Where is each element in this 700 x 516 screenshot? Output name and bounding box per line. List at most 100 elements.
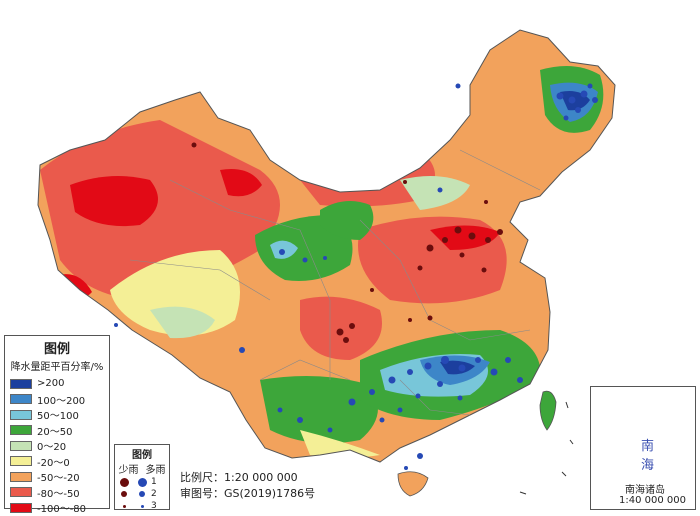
more-rain-dot [139, 491, 145, 497]
legend-title: 图例 [43, 342, 70, 357]
station-wet-dot [490, 368, 498, 376]
map-scale-info: 比例尺：1:20 000 000 审图号：GS(2019)1786号 [180, 470, 315, 502]
legend-label: 50～100 [37, 411, 79, 423]
station-wet-dot [114, 323, 118, 327]
boundary-line [129, 259, 271, 301]
station-wet-dot [369, 389, 375, 395]
station-dry-dot [417, 265, 423, 271]
station-wet-dot [424, 362, 432, 370]
boundary-line [429, 319, 531, 341]
station-legend-header: 少雨 多雨 [115, 461, 169, 476]
station-wet-dot [297, 417, 303, 423]
stations-less-rain [191, 142, 503, 343]
legend-label: -20～0 [37, 457, 70, 469]
zone-extreme-wet-south [440, 360, 475, 375]
station-wet-dot [457, 395, 463, 401]
station-legend-title: 图例 [132, 450, 152, 461]
taiwan-island [539, 390, 557, 431]
legend-swatch [10, 440, 32, 451]
zone-dry-sichuan [300, 296, 382, 360]
station-wet-dot [302, 257, 308, 263]
legend-row: -20～0 [5, 454, 109, 470]
station-wet-dot [404, 466, 408, 470]
legend-row: 0～20 [5, 438, 109, 454]
boundary-line [299, 229, 331, 380]
boundary-dash [561, 471, 567, 477]
zone-normal-south-china [300, 430, 380, 458]
station-wet-dot [556, 92, 564, 100]
station-wet-dot [277, 407, 283, 413]
station-wet-dot [239, 347, 245, 353]
station-wet-dot [327, 427, 333, 433]
boundary-line [399, 379, 471, 416]
station-wet-dot [458, 364, 466, 372]
more-rain-cell [133, 477, 151, 487]
station-wet-dot [279, 249, 285, 255]
boundary-line [359, 219, 431, 321]
zone-wet-gansu [320, 201, 374, 240]
less-rain-dot [119, 477, 129, 487]
station-dry-dot [403, 180, 407, 184]
station-dry-dot [370, 288, 374, 292]
boundary-dash [519, 491, 527, 495]
zone-light-tibet [150, 306, 215, 339]
stations-more-rain [114, 83, 598, 470]
hainan-fill [397, 471, 429, 497]
boundary-dash [565, 401, 569, 409]
legend-swatch [10, 471, 32, 482]
more-rain-dot [137, 477, 147, 487]
station-wet-dot [417, 453, 423, 459]
boundary-line [459, 149, 541, 191]
approval-number: 审图号：GS(2019)1786号 [180, 487, 316, 500]
legend-row: -80～-50 [5, 485, 109, 501]
station-dry-dot [454, 226, 462, 234]
station-wet-dot [580, 90, 588, 98]
legend-row: >200 [5, 376, 109, 392]
station-legend: 图例 少雨 多雨 1 2 3 [114, 444, 170, 512]
legend-label: -80～-50 [37, 488, 80, 500]
station-dry-dot [408, 318, 412, 322]
more-rain-dot [140, 504, 144, 508]
more-rain-cell [133, 491, 151, 497]
east-sea-boundary-dashes [519, 401, 574, 495]
station-wet-dot [505, 357, 511, 363]
legend-subtitle: 降水量距平百分率/% [10, 362, 104, 373]
legend-row: 50～100 [5, 407, 109, 423]
boundary-line [169, 179, 301, 231]
station-dry-dot [336, 328, 344, 336]
scale-label: 比例尺：1:20 000 000 [180, 471, 298, 484]
station-legend-row: 3 [115, 500, 169, 512]
legend-swatch [10, 409, 32, 420]
station-level-number: 1 [151, 477, 157, 487]
hainan-island [397, 471, 429, 497]
station-wet-dot [575, 107, 581, 113]
legend-swatch [10, 378, 32, 389]
station-dry-dot [343, 337, 349, 343]
legend-swatch [10, 502, 32, 513]
province-boundaries [129, 149, 541, 416]
station-level-number: 2 [151, 489, 157, 499]
zone-extreme-dry-east [220, 169, 262, 197]
legend-label: -100～-80 [37, 504, 87, 516]
taiwan-fill [539, 390, 557, 431]
less-rain-dot [122, 504, 126, 508]
legend-label: 0～20 [37, 442, 67, 454]
zone-extreme-dry-tarim [70, 176, 158, 227]
station-wet-dot [455, 83, 461, 89]
legend-swatch [10, 425, 32, 436]
more-rain-label: 多雨 [145, 465, 166, 476]
station-wet-dot [568, 96, 576, 104]
station-level-number: 3 [151, 501, 157, 511]
station-wet-dot [379, 417, 385, 423]
station-wet-dot [517, 377, 523, 383]
station-wet-dot [415, 393, 421, 399]
inset-scale: 1:40 000 000 [619, 495, 686, 506]
legend-label: -50～-20 [37, 473, 80, 485]
legend-row: 20～50 [5, 423, 109, 439]
station-dry-dot [497, 229, 503, 235]
station-wet-dot [388, 376, 396, 384]
station-wet-dot [441, 356, 449, 364]
station-wet-dot [592, 97, 598, 103]
boundary-line [259, 359, 351, 381]
station-dry-dot [481, 267, 487, 273]
